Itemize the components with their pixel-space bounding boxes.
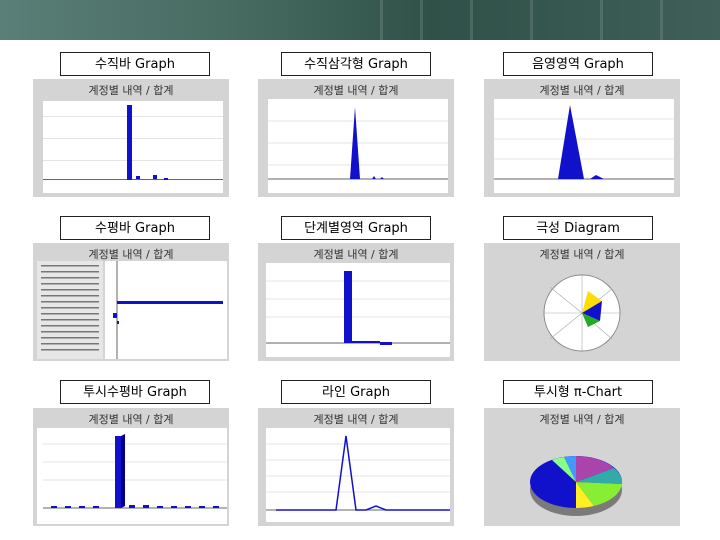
thumb-line[interactable]: 계정별 내역 / 합계 — [258, 408, 454, 526]
thumb-hbar3d[interactable]: 계정별 내역 / 합계 — [33, 408, 229, 526]
area-plot — [494, 99, 674, 193]
thumb-title: 계정별 내역 / 합계 — [88, 84, 174, 97]
label-hbar: 수평바 Graph — [60, 216, 210, 240]
plot-area — [43, 101, 223, 193]
label-polar: 극성 Diagram — [503, 216, 653, 240]
thumb-title: 계정별 내역 / 합계 — [313, 413, 399, 426]
label-vtri: 수직삼각형 Graph — [281, 52, 431, 76]
bar3d-plot — [37, 428, 227, 524]
polar-plot — [543, 274, 621, 352]
label-line: 라인 Graph — [281, 380, 431, 404]
pie-plot — [530, 456, 623, 516]
thumb-title: 계정별 내역 / 합계 — [539, 248, 625, 261]
thumb-polar[interactable]: 계정별 내역 / 합계 — [484, 243, 680, 361]
triangle-plot — [268, 99, 448, 193]
label-shade: 음영영역 Graph — [503, 52, 653, 76]
thumb-pie3d[interactable]: 계정별 내역 / 합계 — [484, 408, 680, 526]
thumb-title: 계정별 내역 / 합계 — [88, 413, 174, 426]
hbar-plot — [37, 261, 227, 359]
thumb-title: 계정별 내역 / 합계 — [88, 248, 174, 261]
thumb-title: 계정별 내역 / 합계 — [539, 413, 625, 426]
line-plot — [266, 428, 450, 522]
bar-small — [136, 176, 140, 179]
label-vbar: 수직바 Graph — [60, 52, 210, 76]
thumb-step[interactable]: 계정별 내역 / 합계 — [258, 243, 454, 361]
thumb-vbar[interactable]: 계정별 내역 / 합계 — [33, 79, 229, 197]
thumb-title: 계정별 내역 / 합계 — [313, 84, 399, 97]
step-plot — [266, 263, 450, 357]
label-step: 단계별영역 Graph — [281, 216, 431, 240]
bar-small — [153, 175, 157, 179]
thumb-title: 계정별 내역 / 합계 — [539, 84, 625, 97]
label-pie3d: 투시형 π-Chart — [503, 380, 653, 404]
header-banner — [0, 0, 720, 40]
bar-small — [164, 178, 168, 180]
thumb-hbar[interactable]: 계정별 내역 / 합계 — [33, 243, 229, 361]
thumb-shade[interactable]: 계정별 내역 / 합계 — [484, 79, 680, 197]
thumb-vtri[interactable]: 계정별 내역 / 합계 — [258, 79, 454, 197]
thumb-title: 계정별 내역 / 합계 — [313, 248, 399, 261]
label-hbar3d: 투시수평바 Graph — [60, 380, 210, 404]
bar-peak — [127, 105, 132, 180]
